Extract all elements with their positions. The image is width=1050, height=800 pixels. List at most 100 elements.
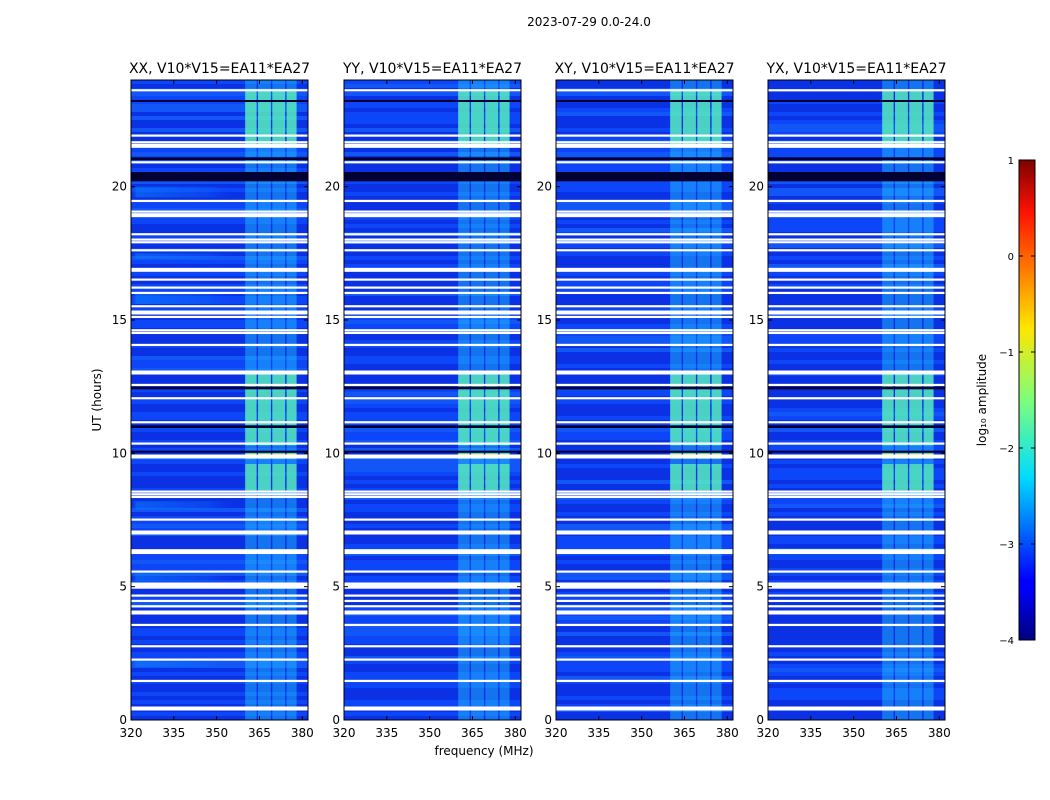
noise-row [768,376,945,380]
flagged-row [768,89,945,92]
rfi-burst [670,464,682,491]
y-tick-label: 15 [537,313,552,327]
flagged-row [556,645,733,648]
residual-band [131,661,241,667]
noise-row [131,444,308,448]
panel-3: XY, V10*V15=EA11*EA27 320 335 350 365 380 0 5 10… [537,61,739,740]
flagged-row [344,383,521,387]
noise-row [768,632,945,636]
noise-row [556,700,733,704]
x-tick-label: 365 [461,726,484,740]
dark-gap [131,425,308,428]
rfi-burst [272,90,286,144]
flagged-row [344,599,521,603]
noise-row [556,184,733,188]
x-tick-label: 335 [799,726,822,740]
x-tick-label: 380 [928,726,951,740]
y-tick-label: 20 [325,180,340,194]
dark-gap [131,157,308,160]
flagged-row [556,605,733,608]
flagged-row [131,161,308,164]
dark-gap [556,425,733,428]
noise-row [131,376,308,380]
flagged-row [768,442,945,445]
noise-row [768,668,945,672]
noise-row [556,204,733,208]
noise-row [768,412,945,416]
noise-row [768,356,945,360]
flagged-row [344,315,521,319]
noise-row [344,636,521,640]
noise-row [768,84,945,88]
noise-row [768,416,945,420]
flagged-row [556,623,733,627]
panel-title: XY, V10*V15=EA11*EA27 [554,61,734,77]
flagged-row [131,605,308,608]
rfi-burst [882,90,894,144]
noise-row [768,596,945,600]
flagged-row [556,530,733,535]
noise-row [556,588,733,592]
noise-row [556,416,733,420]
noise-row [768,180,945,184]
residual-band [131,186,241,198]
noise-row [768,184,945,188]
noise-row [768,480,945,484]
y-tick-label: 0 [332,713,340,727]
y-tick-label: 5 [119,580,127,594]
noise-row [344,120,521,124]
colorbar-gradient [1018,159,1036,641]
flagged-row [131,310,308,315]
noise-row [556,464,733,468]
flagged-row [768,586,945,589]
flagged-row [768,199,945,203]
noise-row [768,472,945,476]
y-tick-label: 5 [544,580,552,594]
flagged-row [768,134,945,137]
noise-row [131,280,308,284]
noise-row [344,704,521,708]
flagged-row [131,679,308,683]
noise-row [556,656,733,660]
noise-row [556,664,733,668]
noise-row [556,352,733,356]
flagged-row [768,454,945,459]
noise-row [131,216,308,220]
noise-row [344,204,521,208]
rfi-burst [499,464,510,491]
noise-row [344,284,521,288]
noise-row [768,452,945,456]
noise-row [344,216,521,220]
noise-row [768,324,945,328]
noise-row [131,512,308,516]
noise-row [556,324,733,328]
noise-row [556,380,733,384]
noise-row [768,580,945,584]
axes-frame [767,79,946,721]
noise-row [768,388,945,392]
flagged-row [556,331,733,335]
noise-row [556,296,733,300]
flagged-row [768,490,945,493]
noise-row [131,284,308,288]
noise-row [556,480,733,484]
noise-row [556,168,733,172]
noise-row [556,236,733,240]
noise-row [131,148,308,152]
noise-row [344,632,521,636]
flagged-row [344,233,521,236]
noise-row [131,700,308,704]
dark-gap [344,425,521,428]
noise-row [344,348,521,352]
noise-row [344,576,521,580]
noise-row [131,656,308,660]
rfi-burst [258,464,271,491]
noise-row [556,148,733,152]
flagged-row [768,213,945,218]
flagged-row [344,442,521,445]
noise-row [131,276,308,280]
noise-row [556,224,733,228]
noise-row [768,136,945,140]
noise-row [768,208,945,212]
flagged-row [768,383,945,387]
